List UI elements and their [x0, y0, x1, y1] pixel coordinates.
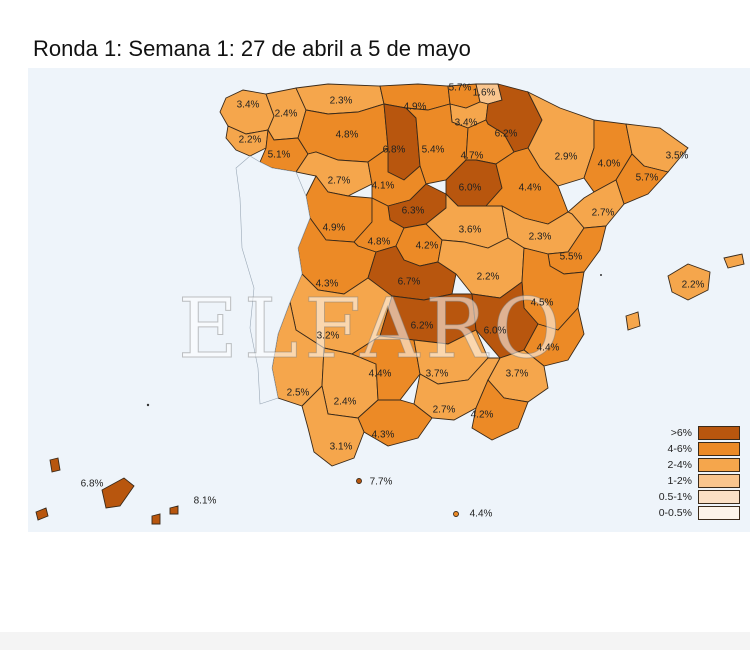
pct-label: 2.7% [432, 404, 456, 416]
province-ceuta[interactable] [356, 478, 362, 484]
legend-label: 0.5-1% [658, 490, 692, 503]
pct-label: 4.3% [371, 429, 395, 441]
pct-label: 8.1% [193, 495, 217, 507]
footer-bar [0, 632, 750, 650]
pct-label: 4.8% [367, 236, 391, 248]
pct-label: 4.4% [536, 342, 560, 354]
pct-label: 4.8% [335, 129, 359, 141]
province-cordoba[interactable] [351, 335, 421, 401]
province-baleares-mallorca[interactable] [667, 263, 711, 301]
pct-label: 3.7% [505, 368, 529, 380]
pct-label: 5.5% [559, 251, 583, 263]
legend-swatch [698, 457, 740, 472]
pct-label: 6.3% [401, 205, 425, 217]
legend-swatch [698, 473, 740, 488]
pct-label: 5.1% [267, 149, 291, 161]
province-melilla[interactable] [453, 511, 459, 517]
portugal [235, 155, 311, 405]
pct-label: 2.3% [528, 231, 552, 243]
pct-label: 7.7% [369, 476, 393, 488]
legend-item: 1-2% [640, 473, 740, 488]
legend-item: >6% [640, 425, 740, 440]
islet-dot-1 [146, 403, 150, 407]
province-las-palmas[interactable] [151, 505, 179, 525]
legend-item: 4-6% [640, 441, 740, 456]
pct-label: 3.4% [454, 117, 478, 129]
province-santa-cruz-tenerife[interactable] [35, 457, 135, 521]
pct-label: 3.2% [316, 330, 340, 342]
pct-label: 4.4% [368, 368, 392, 380]
legend-swatch [698, 489, 740, 504]
pct-label: 5.7% [635, 172, 659, 184]
pct-label: 2.4% [274, 108, 298, 120]
pct-label: 3.7% [425, 368, 449, 380]
legend-item: 0.5-1% [640, 489, 740, 504]
pct-label: 2.9% [554, 151, 578, 163]
pct-label: 2.2% [681, 279, 705, 291]
spain-provinces-map [35, 83, 745, 525]
legend: >6% 4-6% 2-4% 1-2% 0.5-1% 0-0.5% [640, 425, 740, 521]
province-almeria[interactable] [471, 379, 529, 441]
pct-label: 6.7% [397, 276, 421, 288]
pct-label: 4.0% [597, 158, 621, 170]
province-pontevedra[interactable] [225, 125, 269, 157]
pct-label: 6.0% [483, 325, 507, 337]
pct-label: 4.3% [315, 278, 339, 290]
pct-label: 5.4% [421, 144, 445, 156]
pct-label: 2.7% [591, 207, 615, 219]
legend-swatch [698, 425, 740, 440]
province-zamora[interactable] [295, 151, 373, 197]
watermark: ELFARO [177, 282, 567, 378]
province-huesca[interactable] [526, 90, 595, 187]
islet-dot-2 [600, 274, 602, 276]
pct-label: 2.2% [238, 134, 262, 146]
legend-label: 4-6% [667, 442, 692, 455]
pct-label: 2.7% [327, 175, 351, 187]
pct-label: 3.4% [236, 99, 260, 111]
map-panel: ELFARO 3.4% 2.4% 2.3% 4.9% 5.7% 1.6% 3.4… [28, 68, 750, 532]
pct-label: 4.1% [371, 180, 395, 192]
pct-label: 4.7% [460, 150, 484, 162]
pct-label: 6.8% [382, 144, 406, 156]
pct-label: 4.4% [518, 182, 542, 194]
pct-label: 6.2% [494, 128, 518, 140]
pct-label: 4.9% [403, 101, 427, 113]
legend-label: 0-0.5% [658, 506, 692, 519]
pct-label: 6.8% [80, 478, 104, 490]
map-title: Ronda 1: Semana 1: 27 de abril a 5 de ma… [33, 36, 471, 61]
legend-label: 2-4% [667, 458, 692, 471]
pct-label: 3.5% [665, 150, 689, 162]
legend-item: 2-4% [640, 457, 740, 472]
province-baleares-ibiza[interactable] [625, 311, 641, 331]
pct-label: 2.2% [476, 271, 500, 283]
pct-label: 4.2% [470, 409, 494, 421]
pct-label: 4.5% [530, 297, 554, 309]
pct-label: 4.2% [415, 240, 439, 252]
pct-label: 4.9% [322, 222, 346, 234]
province-cadiz[interactable] [301, 385, 365, 467]
legend-swatch [698, 505, 740, 520]
pct-label: 6.2% [410, 320, 434, 332]
pct-label: 1.6% [472, 87, 496, 99]
pct-label: 6.0% [458, 182, 482, 194]
pct-label: 4.4% [469, 508, 493, 520]
pct-label: 5.7% [448, 82, 472, 94]
legend-label: >6% [670, 426, 692, 439]
province-baleares-menorca[interactable] [723, 253, 745, 269]
pct-label: 2.5% [286, 387, 310, 399]
pct-label: 2.4% [333, 396, 357, 408]
pct-label: 3.6% [458, 224, 482, 236]
legend-label: 1-2% [667, 474, 692, 487]
pct-label: 2.3% [329, 95, 353, 107]
legend-item: 0-0.5% [640, 505, 740, 520]
pct-label: 3.1% [329, 441, 353, 453]
legend-swatch [698, 441, 740, 456]
